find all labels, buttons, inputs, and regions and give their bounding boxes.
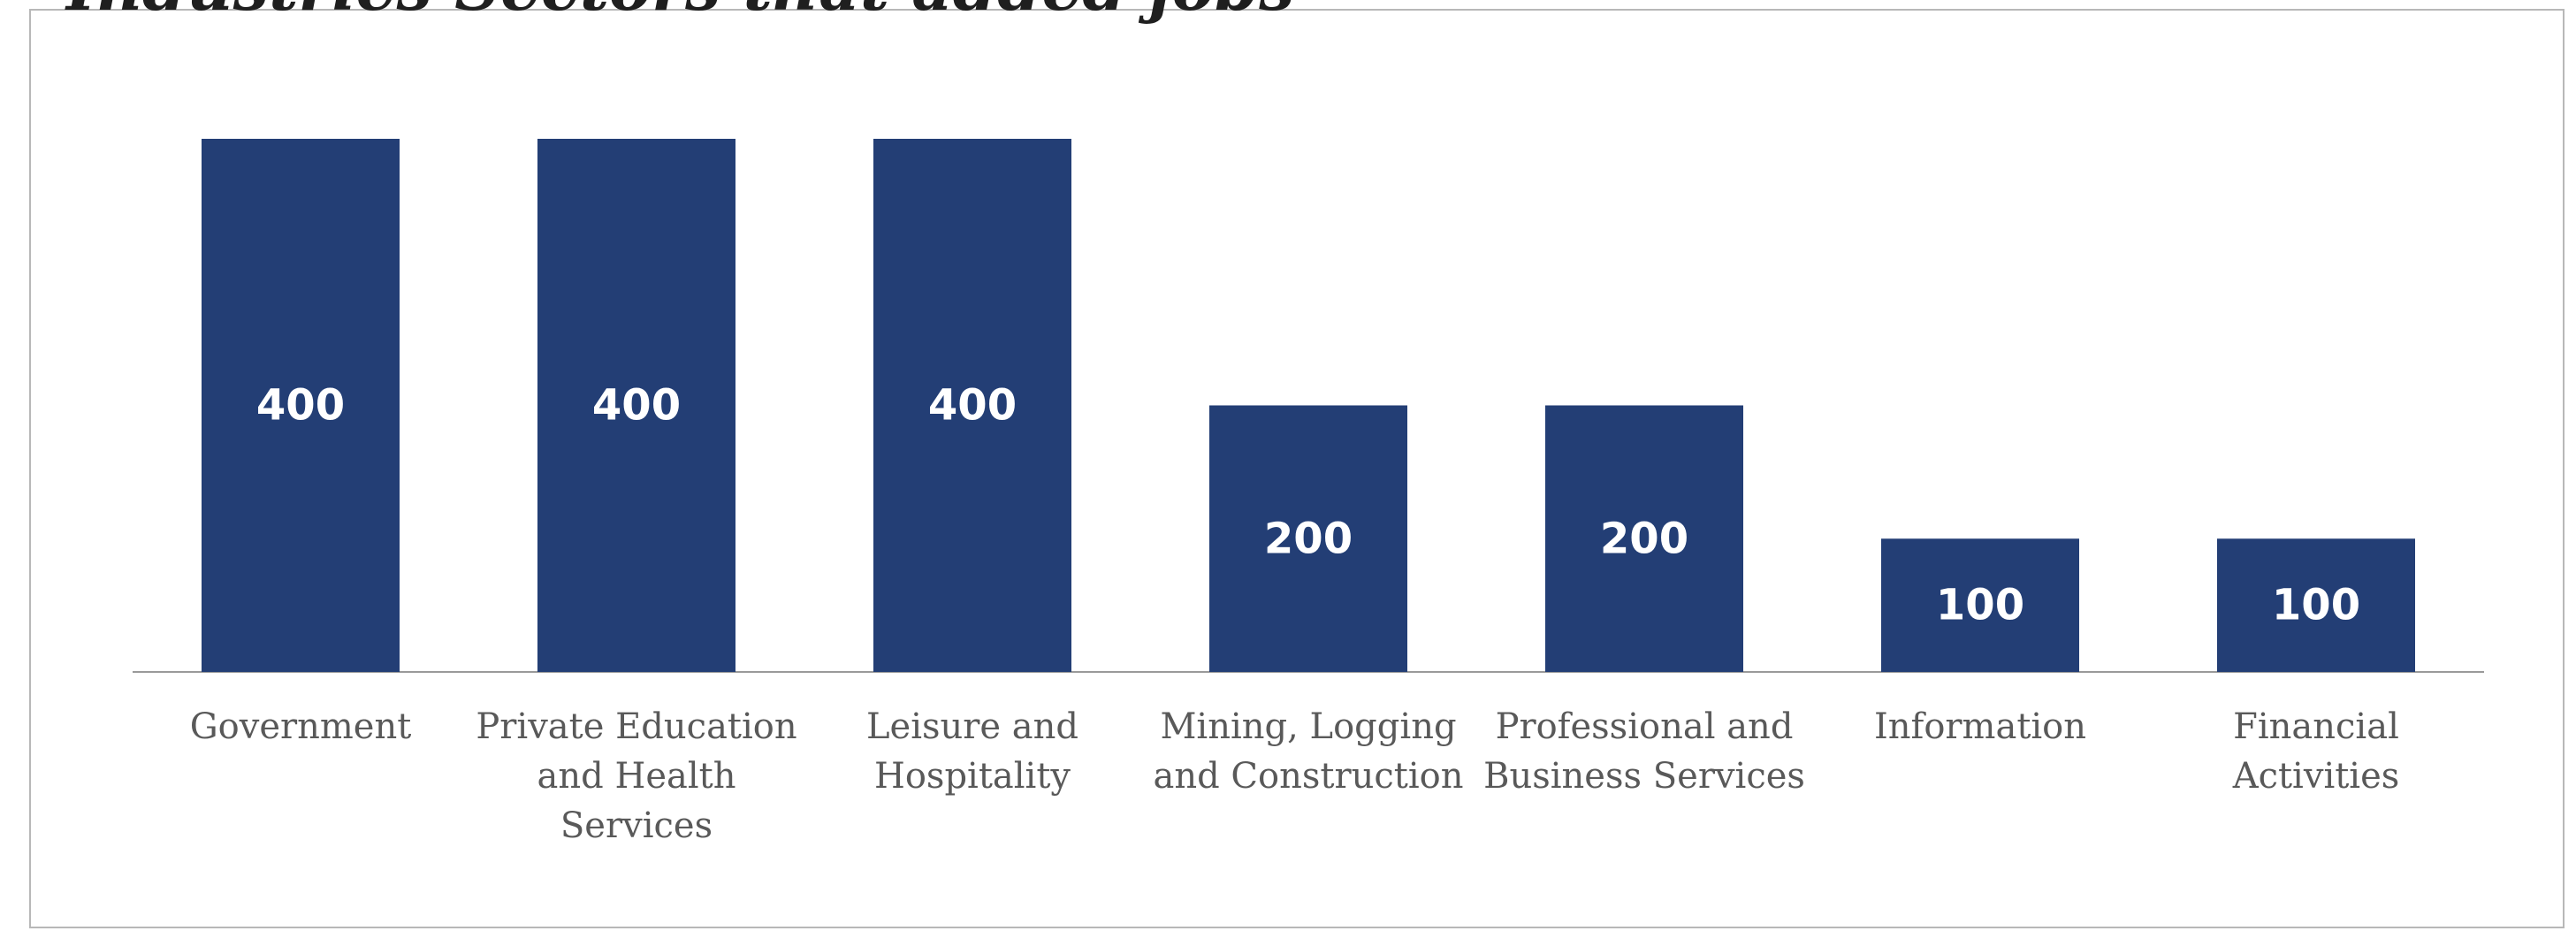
category-label-line: Activities: [2232, 756, 2400, 797]
category-label-1: Private Education and Health Services: [476, 706, 796, 846]
bar-value-label-6: 100: [2272, 581, 2360, 630]
category-label-line: Services: [560, 805, 713, 846]
category-label-6: Financial Activities: [2232, 706, 2400, 797]
category-label-0: Government: [190, 706, 412, 747]
category-label-line: Financial: [2233, 706, 2399, 747]
category-label-line: Business Services: [1483, 756, 1805, 797]
category-label-2: Leisure and Hospitality: [866, 706, 1078, 797]
bar-3: [1209, 405, 1407, 672]
bar-2: [873, 139, 1071, 672]
category-label-5: Information: [1874, 706, 2086, 747]
chart-title: Industries Sectors that added jobs: [66, 0, 1295, 19]
category-label-line: and Construction: [1154, 756, 1464, 797]
category-label-line: Information: [1874, 706, 2086, 747]
bar-value-label-3: 200: [1264, 514, 1353, 563]
category-label-line: Professional and: [1496, 706, 1794, 747]
category-label-line: Private Education: [476, 706, 796, 747]
bars-group: [202, 139, 2415, 672]
category-label-line: and Health: [537, 756, 736, 797]
bar-6: [2217, 538, 2415, 672]
bar-value-label-5: 100: [1936, 581, 2024, 630]
category-label-line: Hospitality: [874, 756, 1071, 797]
category-label-line: Leisure and: [866, 706, 1078, 747]
category-label-3: Mining, Logging and Construction: [1154, 706, 1464, 797]
bar-1: [537, 139, 735, 672]
bar-value-label-0: 400: [256, 381, 345, 431]
value-labels-group: 400 400 400 200 200 100 100: [256, 381, 2360, 630]
bar-value-label-1: 400: [592, 381, 681, 431]
bar-4: [1545, 405, 1743, 672]
category-labels-group: Government Private Education and Health Ser…: [190, 706, 2400, 846]
bar-5: [1881, 538, 2079, 672]
bar-value-label-2: 400: [928, 381, 1017, 431]
category-label-line: Mining, Logging: [1160, 706, 1456, 747]
bar-0: [202, 139, 400, 672]
bar-value-label-4: 200: [1600, 514, 1688, 563]
category-label-4: Professional and Business Services: [1483, 706, 1805, 797]
category-label-line: Government: [190, 706, 412, 747]
